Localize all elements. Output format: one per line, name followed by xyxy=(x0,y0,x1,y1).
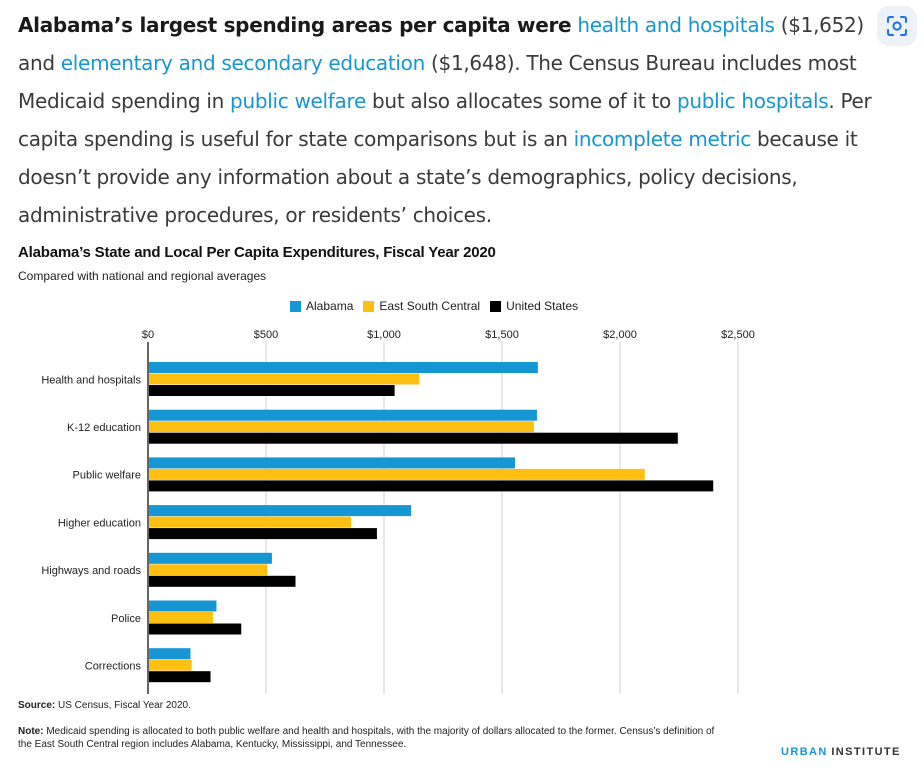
bar-east-south-central xyxy=(149,373,420,385)
paragraph-text: ($1,648). The Census Bureau includes mos… xyxy=(18,51,857,113)
link-incomplete-metric[interactable]: incomplete metric xyxy=(573,127,752,151)
y-category-label: Public welfare xyxy=(73,470,141,482)
legend-item-east-south-central: East South Central xyxy=(363,299,480,313)
y-category-label: Health and hospitals xyxy=(41,374,141,386)
bar-united-states xyxy=(149,623,242,635)
bar-alabama xyxy=(149,362,538,373)
bar-alabama xyxy=(149,552,272,564)
bar-united-states xyxy=(149,385,395,396)
bar-united-states xyxy=(149,432,678,444)
bar-united-states xyxy=(149,575,296,587)
x-tick-label: $2,000 xyxy=(603,329,637,341)
note-label: Note: xyxy=(18,726,44,737)
link-public-welfare[interactable]: public welfare xyxy=(230,89,366,113)
chart-subtitle: Compared with national and regional aver… xyxy=(18,269,267,283)
bar-east-south-central xyxy=(149,659,192,671)
x-tick-label: $0 xyxy=(142,329,154,341)
visual-search-icon xyxy=(887,16,907,36)
bar-east-south-central xyxy=(149,516,351,528)
y-category-label: K-12 education xyxy=(67,422,141,434)
source-label: Source: xyxy=(18,700,56,711)
intro-paragraph: Alabama’s largest spending areas per cap… xyxy=(18,6,898,234)
y-category-label: Highways and roads xyxy=(41,565,141,577)
legend-item-united-states: United States xyxy=(490,299,578,313)
bar-east-south-central xyxy=(149,612,213,623)
paragraph-text: but also allocates some of it to xyxy=(365,89,677,113)
visual-search-button[interactable] xyxy=(877,6,917,46)
source-text: US Census, Fiscal Year 2020. xyxy=(55,700,191,711)
paragraph-text: . Per capita spending is useful for stat… xyxy=(18,89,872,151)
brand-urban: URBAN xyxy=(781,746,828,758)
link-elementary-secondary-education[interactable]: elementary and secondary education xyxy=(60,51,425,75)
paragraph-text: ($1,652) and xyxy=(18,13,864,75)
legend-swatch-east-south-central xyxy=(363,300,375,312)
x-tick-label: $2,500 xyxy=(721,329,755,341)
chart-legend: Alabama East South Central United States xyxy=(290,299,578,313)
legend-swatch-alabama xyxy=(290,300,301,312)
x-tick-label: $500 xyxy=(254,329,278,341)
link-public-hospitals[interactable]: public hospitals xyxy=(676,89,829,113)
link-health-and-hospitals[interactable]: health and hospitals xyxy=(577,13,775,37)
legend-item-alabama: Alabama xyxy=(290,299,353,313)
note-text: Medicaid spending is allocated to both p… xyxy=(18,726,715,750)
bar-east-south-central xyxy=(149,468,645,480)
bar-united-states xyxy=(149,528,377,540)
y-category-label: Corrections xyxy=(85,660,142,672)
legend-label-united-states: United States xyxy=(506,299,579,313)
chart-title: Alabama’s State and Local Per Capita Exp… xyxy=(18,244,496,261)
legend-label-east-south-central: East South Central xyxy=(379,299,481,313)
bar-alabama xyxy=(149,505,412,517)
bar-alabama xyxy=(149,600,217,612)
bar-united-states xyxy=(149,671,211,683)
legend-label-alabama: Alabama xyxy=(306,299,354,313)
brand-institute: INSTITUTE xyxy=(831,746,901,758)
bar-alabama xyxy=(149,457,515,469)
chart-source: Source: US Census, Fiscal Year 2020. xyxy=(18,699,191,712)
chart-note: Note: Medicaid spending is allocated to … xyxy=(18,725,718,751)
legend-swatch-united-states xyxy=(490,300,502,312)
urban-institute-logo: URBAN INSTITUTE xyxy=(781,746,901,758)
paragraph-text: because it doesn’t provide any informati… xyxy=(18,127,858,227)
x-tick-label: $1,500 xyxy=(485,329,519,341)
bar-united-states xyxy=(149,480,714,492)
y-category-label: Higher education xyxy=(58,517,141,529)
x-tick-label: $1,000 xyxy=(367,329,401,341)
bar-chart: $0 $500 $1,000 $1,500 $2,000 $2,500 Health and… xyxy=(41,329,755,694)
paragraph-lead: Alabama’s largest spending areas per cap… xyxy=(18,13,572,37)
bar-east-south-central xyxy=(149,564,268,576)
bar-east-south-central xyxy=(149,421,534,433)
bar-alabama xyxy=(149,648,191,660)
y-category-label: Police xyxy=(111,613,141,625)
bar-alabama xyxy=(149,409,537,421)
